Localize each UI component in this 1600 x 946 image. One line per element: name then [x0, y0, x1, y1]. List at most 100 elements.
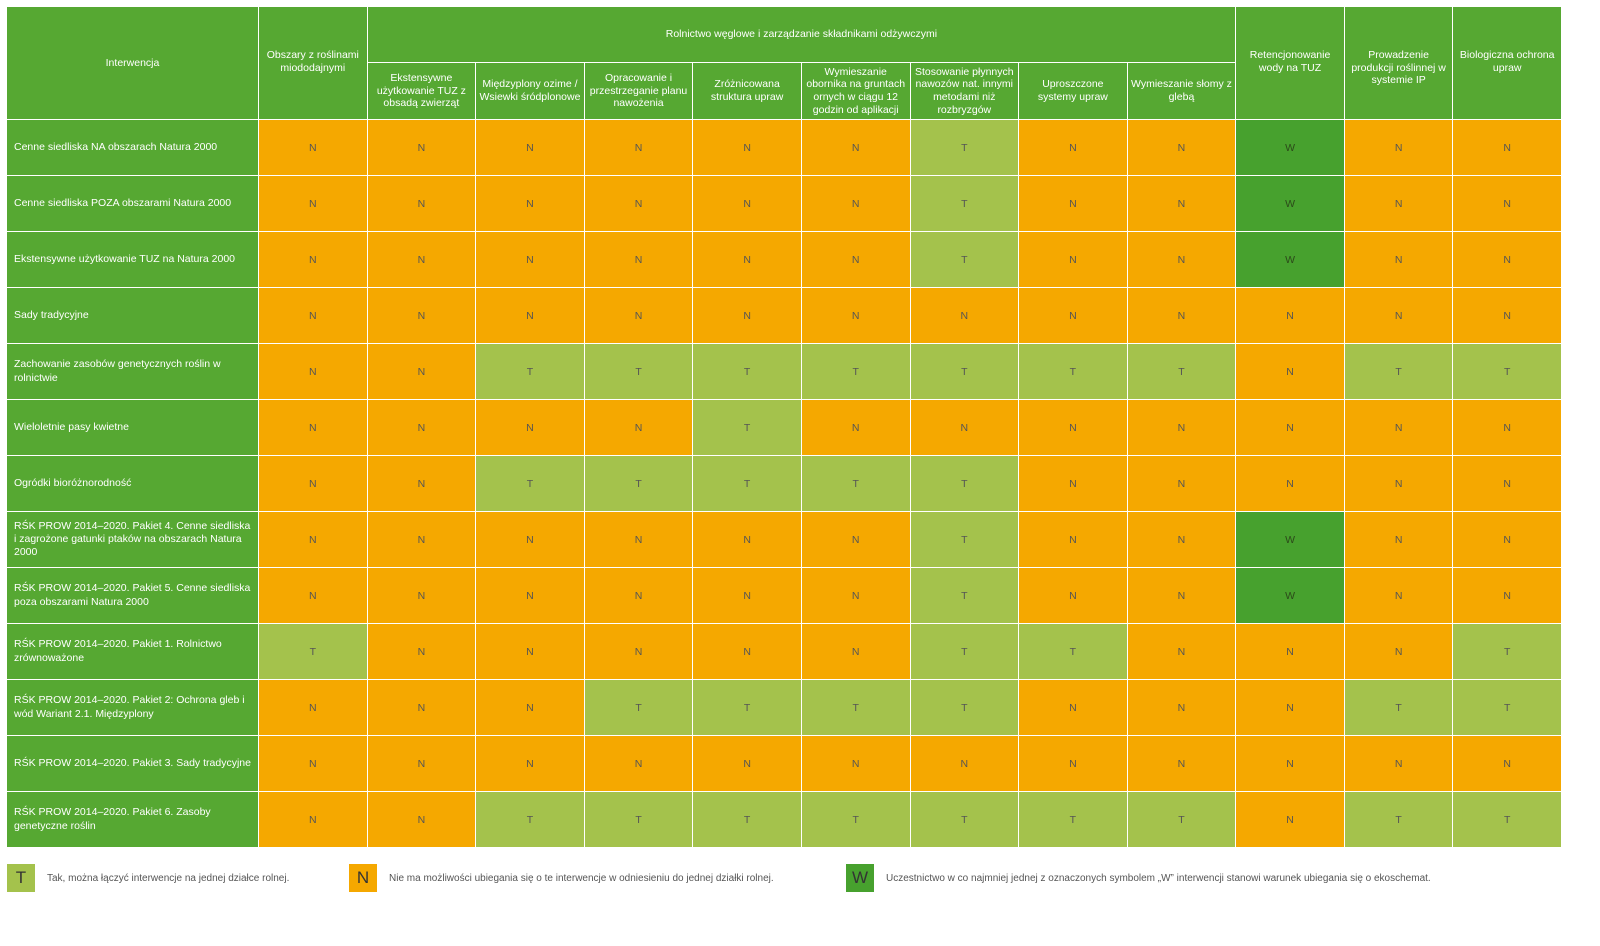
table-cell: N	[693, 624, 801, 679]
header-column: Prowadzenie produkcji roślinnej w system…	[1344, 7, 1453, 119]
table-cell: N	[1344, 288, 1453, 343]
table-cell: T	[1019, 792, 1127, 847]
table-cell: N	[367, 232, 476, 287]
table-cell: N	[1236, 400, 1344, 455]
table-cell: W	[1236, 232, 1344, 287]
header-column: Uproszczone systemy upraw	[1019, 63, 1127, 119]
table-cell: N	[476, 624, 584, 679]
legend-item: W Uczestnictwo w co najmniej jednej z ozn…	[846, 864, 1431, 892]
table-cell: N	[1453, 512, 1561, 567]
table-cell: N	[1127, 568, 1236, 623]
table-cell: N	[1344, 456, 1453, 511]
table-cell: N	[1019, 120, 1127, 175]
table-cell: N	[476, 120, 584, 175]
table-cell: W	[1236, 512, 1344, 567]
table-cell: T	[476, 456, 584, 511]
table-cell: N	[801, 512, 910, 567]
row-label: Wieloletnie pasy kwietne	[7, 400, 258, 455]
table-cell: T	[693, 792, 801, 847]
table-cell: N	[1236, 344, 1344, 399]
table-cell: N	[801, 288, 910, 343]
table-cell: N	[693, 512, 801, 567]
table-cell: N	[367, 512, 476, 567]
table-cell: N	[259, 288, 367, 343]
table-cell: N	[910, 400, 1019, 455]
legend-item: T Tak, można łączyć interwencje na jednej…	[7, 864, 289, 892]
table-cell: N	[259, 680, 367, 735]
table-cell: W	[1236, 176, 1344, 231]
table-cell: N	[584, 288, 693, 343]
table-cell: N	[801, 568, 910, 623]
table-cell: T	[693, 680, 801, 735]
table-cell: N	[801, 736, 910, 791]
table-cell: N	[367, 792, 476, 847]
table-cell: T	[693, 344, 801, 399]
row-label: Ogródki bioróżnorodność	[7, 456, 258, 511]
table-cell: N	[476, 288, 584, 343]
table-cell: N	[693, 568, 801, 623]
table-cell: N	[1127, 400, 1236, 455]
table-cell: N	[584, 176, 693, 231]
table-cell: N	[801, 400, 910, 455]
table-cell: N	[1127, 288, 1236, 343]
row-label: Zachowanie zasobów genetycznych roślin w…	[7, 344, 258, 399]
table-cell: T	[910, 568, 1019, 623]
table-cell: N	[693, 232, 801, 287]
table-cell: T	[584, 680, 693, 735]
table-cell: N	[367, 400, 476, 455]
table-cell: T	[1453, 344, 1561, 399]
table-cell: N	[584, 120, 693, 175]
table-cell: T	[476, 344, 584, 399]
table-cell: N	[584, 568, 693, 623]
table-cell: W	[1236, 120, 1344, 175]
table-cell: N	[367, 176, 476, 231]
table-cell: T	[910, 680, 1019, 735]
table-cell: N	[476, 512, 584, 567]
table-cell: T	[1344, 792, 1453, 847]
table-cell: N	[1019, 232, 1127, 287]
row-label: Cenne siedliska NA obszarach Natura 2000	[7, 120, 258, 175]
table-cell: T	[693, 456, 801, 511]
header-column: Obszary z roślinami miododajnymi	[259, 7, 367, 119]
table-cell: N	[801, 176, 910, 231]
legend-item: N Nie ma możliwości ubiegania się o te in…	[349, 864, 774, 892]
row-label: RŚK PROW 2014–2020. Pakiet 6. Zasoby gen…	[7, 792, 258, 847]
table-cell: N	[584, 512, 693, 567]
table-cell: N	[1019, 512, 1127, 567]
row-label: RŚK PROW 2014–2020. Pakiet 4. Cenne sied…	[7, 512, 258, 567]
table-cell: N	[1127, 736, 1236, 791]
table-cell: N	[1127, 232, 1236, 287]
table-cell: T	[910, 344, 1019, 399]
table-cell: N	[259, 512, 367, 567]
table-cell: N	[367, 568, 476, 623]
table-cell: N	[259, 792, 367, 847]
table-cell: N	[476, 400, 584, 455]
table-cell: T	[1344, 344, 1453, 399]
table-cell: N	[693, 176, 801, 231]
row-label: Ekstensywne użytkowanie TUZ na Natura 20…	[7, 232, 258, 287]
header-column: Opracowanie i przestrzeganie planu nawoż…	[584, 63, 693, 119]
table-cell: T	[801, 792, 910, 847]
table-cell: N	[1236, 624, 1344, 679]
table-cell: N	[1344, 568, 1453, 623]
table-cell: N	[1236, 288, 1344, 343]
table-cell: N	[1344, 176, 1453, 231]
table-cell: W	[1236, 568, 1344, 623]
table-cell: N	[1019, 568, 1127, 623]
legend-text: Nie ma możliwości ubiegania się o te int…	[389, 872, 774, 884]
table-cell: T	[1019, 344, 1127, 399]
table-cell: N	[1453, 120, 1561, 175]
table-cell: N	[259, 344, 367, 399]
table-cell: T	[259, 624, 367, 679]
table-cell: N	[1127, 120, 1236, 175]
table-cell: N	[1344, 400, 1453, 455]
table-cell: T	[910, 176, 1019, 231]
table-cell: N	[1127, 680, 1236, 735]
table-cell: N	[1453, 568, 1561, 623]
header-group: Rolnictwo węglowe i zarządzanie składnik…	[367, 7, 1236, 62]
header-column: Wymieszanie obornika na gruntach ornych …	[801, 63, 910, 119]
table-cell: N	[584, 400, 693, 455]
table-cell: N	[1127, 624, 1236, 679]
header-column: Retencjonowanie wody na TUZ	[1236, 7, 1344, 119]
row-label: RŚK PROW 2014–2020. Pakiet 1. Rolnictwo …	[7, 624, 258, 679]
